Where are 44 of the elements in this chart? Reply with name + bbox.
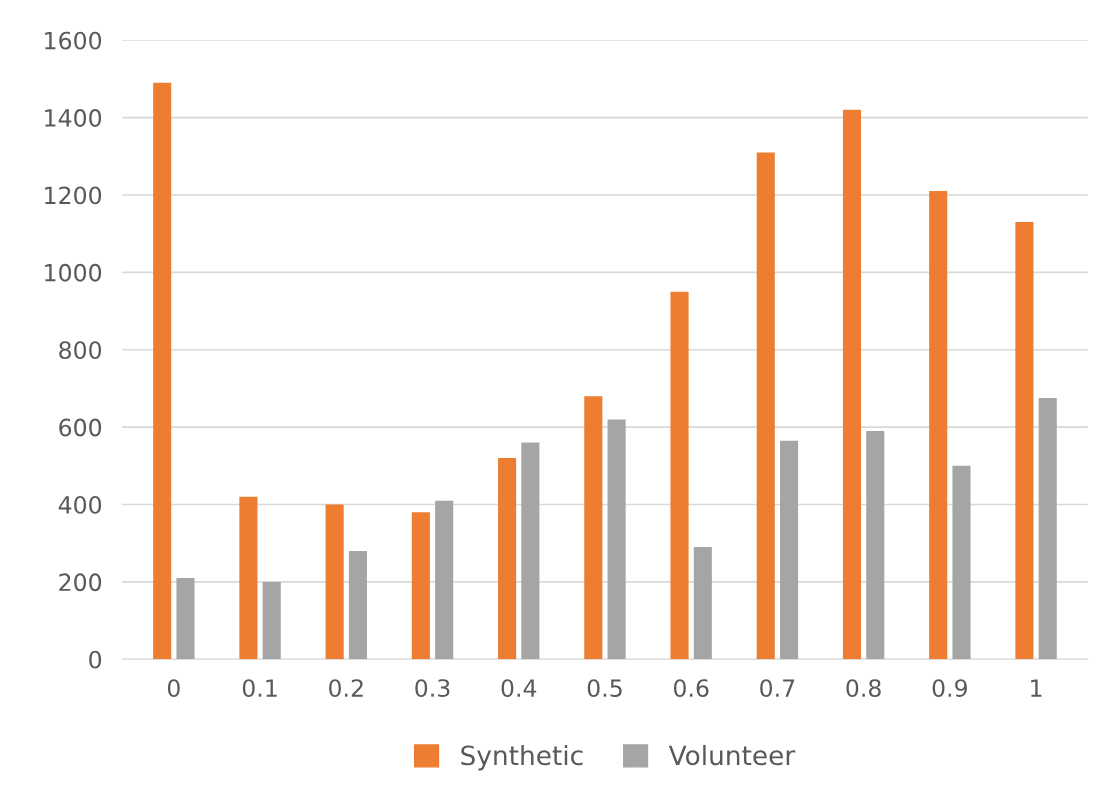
bar [866,430,885,660]
bar [411,512,430,660]
y-tick-label: 400 [58,495,102,514]
bar [176,578,195,660]
x-tick-label: 0.5 [587,679,622,697]
bar [842,109,862,660]
bar [584,396,603,660]
y-tick-label: 1400 [45,109,102,127]
x-tick-label: 0.4 [501,679,537,697]
y-tick-label: 800 [59,341,102,360]
bar [952,465,971,660]
x-tick-label: 0.7 [760,679,795,697]
x-tick-label: 0.2 [329,679,363,697]
x-tick-label: 0.9 [932,679,967,697]
bar [262,581,281,660]
x-tick-label: 0 [167,679,180,697]
bar [325,504,344,660]
x-tick-label: 0.3 [415,679,450,697]
bar [756,152,775,660]
bar [929,191,948,660]
bar [607,419,626,660]
y-tick-label: 200 [59,573,102,592]
x-tick-label: 1 [1031,679,1042,697]
bar [521,442,540,660]
bar [153,82,172,660]
y-tick-label: 0 [89,650,102,669]
bar [693,547,712,660]
y-tick-label: 1200 [45,186,102,205]
y-tick-label: 600 [59,418,102,437]
bar [498,458,517,660]
bar [435,500,454,660]
legend-label: Volunteer [668,744,796,766]
y-tick-label: 1000 [45,263,102,282]
bar [1015,222,1034,660]
bar [1038,398,1057,660]
bar [779,440,799,660]
legend-label: Synthetic [461,744,583,771]
bar [670,291,689,660]
bar [239,496,258,660]
x-tick-label: 0.1 [242,679,277,697]
y-tick-label: 1600 [45,31,102,50]
x-tick-label: 0.8 [846,679,881,697]
x-tick-label: 0.6 [673,679,709,697]
bar [348,550,367,660]
